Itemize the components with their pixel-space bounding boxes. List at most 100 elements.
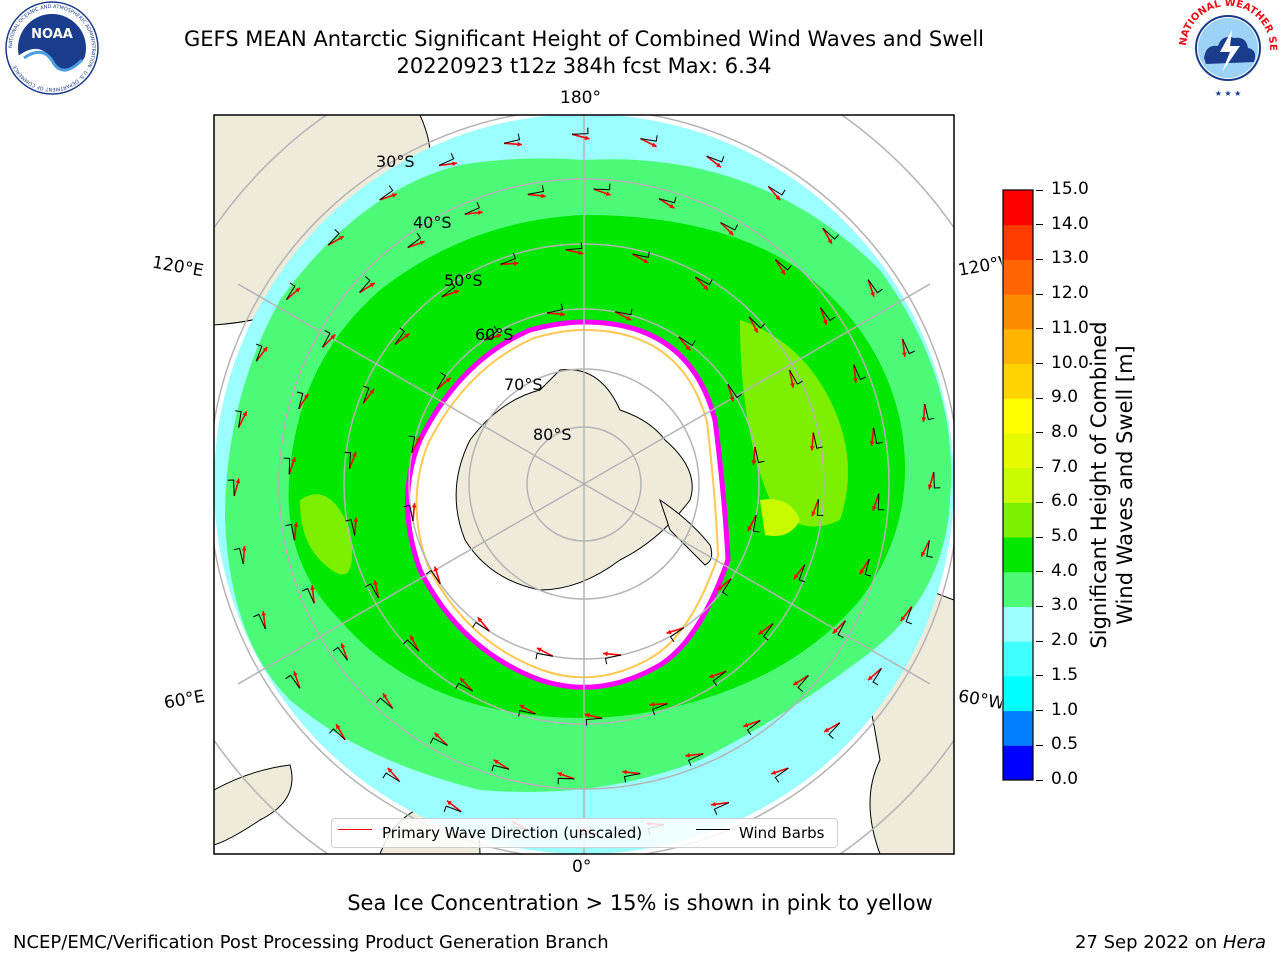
wind-barb — [382, 772, 400, 782]
wave-direction-arrowhead — [445, 377, 451, 383]
wave-direction-arrowhead — [578, 250, 584, 256]
wave-direction-arrowhead — [603, 651, 608, 657]
wind-barb — [706, 155, 725, 163]
wave-band-6-7m — [760, 499, 800, 536]
wave-direction-arrowhead — [703, 285, 708, 290]
wave-direction-arrowhead — [293, 671, 298, 677]
wind-barb — [864, 558, 872, 577]
wind-barb — [472, 621, 490, 632]
colorbar-tick-label: 3.0 — [1051, 595, 1079, 616]
colorbar-tick-label: 2.0 — [1051, 630, 1079, 651]
colorbar-tick-mark — [1036, 224, 1043, 226]
wave-direction-arrowhead — [493, 759, 499, 765]
wave-direction-arrowhead — [771, 770, 777, 775]
wind-barb — [669, 627, 684, 643]
wind-barb — [379, 185, 394, 201]
wave-direction-arrowhead — [651, 142, 657, 147]
wind-barb — [443, 805, 462, 813]
wind-barb — [687, 753, 704, 766]
wave-direction-arrowhead — [262, 346, 268, 352]
wave-direction-arrowhead — [369, 388, 375, 394]
legend-wave-label: Primary Wave Direction (unscaled) — [382, 824, 643, 842]
wave-direction-arrowhead — [605, 191, 611, 196]
wind-barb — [436, 372, 447, 390]
wind-barb — [365, 583, 379, 599]
wave-direction-arrowhead — [753, 327, 758, 333]
wave-direction-arrowhead — [743, 722, 749, 728]
wind-barb — [748, 316, 766, 329]
wind-barb — [425, 569, 441, 584]
wave-direction-arrowhead — [747, 526, 753, 532]
wind-barb — [557, 777, 575, 785]
wind-barb — [322, 329, 331, 348]
colorbar-tick-mark — [1036, 258, 1043, 260]
wind-barb — [727, 384, 743, 399]
wind-barb — [651, 703, 668, 716]
wave-direction-arrowhead — [622, 769, 627, 775]
wind-barb — [565, 242, 583, 251]
colorbar-tick-label: 14.0 — [1051, 213, 1089, 234]
wind-barb — [332, 646, 348, 661]
wind-barb — [429, 737, 448, 746]
wind-barb — [746, 720, 761, 736]
wave-direction-arrowhead — [382, 693, 388, 699]
wind-barb — [255, 343, 263, 362]
colorbar-swatch — [1003, 294, 1033, 330]
legend-barb-label: Wind Barbs — [739, 824, 825, 842]
wind-barb — [593, 183, 611, 191]
wind-barb — [408, 435, 416, 453]
colorbar-tick-mark — [1036, 605, 1043, 607]
wind-barb — [658, 196, 677, 204]
colorbar-tick-label: 5.0 — [1051, 526, 1079, 547]
wave-direction-arrowhead — [517, 141, 522, 147]
wind-barb — [403, 504, 414, 522]
wave-direction-arrowhead — [709, 673, 715, 679]
wave-band-5-6m — [740, 320, 848, 527]
colorbar-tick-label: 8.0 — [1051, 421, 1079, 442]
wave-direction-arrowhead — [352, 451, 357, 457]
wave-direction-arrowhead — [669, 203, 675, 209]
wind-barb — [623, 773, 641, 783]
wind-barb — [253, 613, 266, 630]
colorbar-tick-mark — [1036, 432, 1043, 434]
colorbar-tick-mark — [1036, 710, 1043, 712]
wind-barb — [615, 308, 633, 316]
colorbar-label-line1: Significant Height of Combined — [1087, 321, 1111, 649]
wave-direction-arrowhead — [477, 617, 483, 623]
colorbar-swatch — [1003, 259, 1033, 295]
colorbar-tick-mark — [1036, 536, 1043, 538]
legend-wave-swatch — [338, 829, 372, 830]
wave-direction-arrowhead — [729, 396, 735, 402]
colorbar-tick-label: 7.0 — [1051, 456, 1079, 477]
wave-direction-arrowhead — [303, 393, 309, 399]
wave-direction-arrowhead — [415, 436, 421, 442]
vector-field — [227, 127, 941, 841]
wave-direction-arrowhead — [809, 446, 815, 451]
wave-direction-arrowhead — [560, 311, 565, 317]
wind-barb — [768, 186, 786, 196]
wind-barb — [518, 710, 536, 717]
wind-barb — [902, 338, 915, 355]
colorbar-tick-mark — [1036, 675, 1043, 677]
wave-direction-arrowhead — [340, 643, 346, 649]
colorbar — [1002, 189, 1034, 781]
wind-barb — [905, 606, 913, 625]
lon-label-180: 180° — [560, 88, 601, 108]
wind-barb — [816, 499, 824, 517]
wave-direction-arrowhead — [291, 457, 296, 463]
wind-barb — [394, 327, 406, 345]
wind-barb — [235, 410, 242, 428]
wave-direction-arrowhead — [853, 378, 858, 383]
wind-barb — [359, 276, 371, 293]
wind-barb — [535, 652, 553, 660]
colorbar-tick-mark — [1036, 744, 1043, 746]
footer-host: Hera — [1222, 932, 1266, 953]
wind-barb — [640, 135, 658, 142]
wind-barb — [328, 728, 346, 741]
wind-barb — [285, 523, 295, 541]
sea-ice-note: Sea Ice Concentration > 15% is shown in … — [347, 891, 933, 915]
wind-barb — [407, 232, 422, 248]
wave-band-5-6m-west — [300, 494, 352, 575]
wind-barb — [345, 519, 356, 536]
